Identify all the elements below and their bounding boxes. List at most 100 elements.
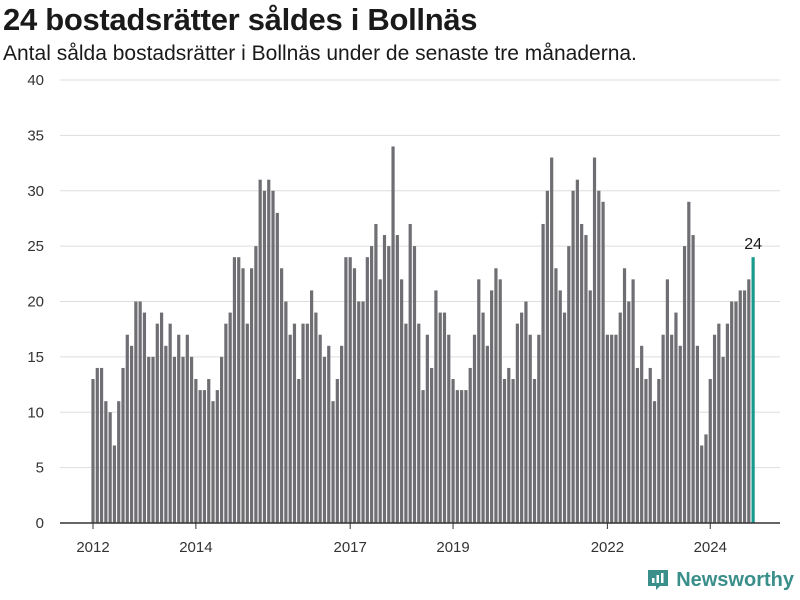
bar [211, 401, 215, 523]
bar [528, 334, 532, 523]
bar [494, 268, 498, 523]
bar [721, 356, 725, 524]
y-tick-label: 35 [27, 127, 44, 144]
bar [640, 345, 644, 523]
bar [610, 334, 614, 523]
bar [468, 367, 472, 523]
y-tick-label: 25 [27, 238, 44, 255]
bar [104, 401, 108, 523]
bar [327, 345, 331, 523]
bar [198, 390, 202, 523]
bar [682, 246, 687, 524]
bar [584, 235, 588, 524]
bar [245, 323, 249, 523]
bar [310, 290, 314, 523]
bar [352, 268, 357, 523]
bar [652, 401, 657, 523]
bar [442, 312, 447, 523]
bar [387, 246, 391, 524]
bar [254, 246, 258, 524]
bar [404, 323, 408, 523]
bar [430, 367, 434, 523]
bar [524, 301, 528, 523]
bar [117, 401, 121, 523]
bar [580, 223, 584, 523]
y-tick-label: 20 [27, 294, 44, 311]
bar [241, 268, 245, 523]
bar [284, 301, 288, 523]
bar [545, 190, 549, 523]
bar [734, 301, 738, 523]
bar [280, 268, 284, 523]
bar [691, 235, 695, 524]
y-tick-label: 30 [27, 183, 44, 200]
bar [95, 367, 99, 523]
bar [717, 323, 721, 523]
bars [91, 146, 755, 524]
bar [700, 445, 704, 523]
bar [567, 246, 571, 524]
bar [134, 301, 138, 523]
bar [592, 157, 597, 523]
chart-title: 24 bostadsrätter såldes i Bollnäs [3, 2, 478, 37]
bar [712, 334, 717, 523]
bar [112, 445, 117, 523]
bar [361, 301, 365, 523]
bar [168, 323, 172, 523]
bar [747, 279, 751, 523]
brand-name: Newsworthy [676, 568, 794, 591]
bar [635, 367, 639, 523]
bar [588, 290, 592, 523]
newsworthy-logo: Newsworthy [646, 568, 794, 592]
x-tick-label: 2012 [76, 539, 109, 556]
x-tick-label: 2022 [591, 539, 624, 556]
bar [434, 290, 438, 523]
bar [185, 334, 189, 523]
axes: 0 5 10 15 20 25 30 35 40 2012 2014 2017 2019 2022 2024 [27, 72, 780, 556]
bar [237, 257, 241, 523]
bar [121, 367, 125, 523]
bar [189, 356, 194, 524]
bar [151, 356, 155, 524]
bar [730, 301, 734, 523]
bar [412, 246, 417, 524]
bar [292, 323, 297, 523]
bar [618, 312, 622, 523]
bar [159, 312, 164, 523]
bar [438, 312, 442, 523]
x-tick-label: 2024 [694, 539, 727, 556]
data-label: 24 [744, 236, 762, 253]
bar [554, 268, 558, 523]
bar [460, 390, 464, 523]
bar [532, 379, 537, 523]
x-tick-label: 2017 [334, 539, 367, 556]
bar [348, 257, 352, 523]
bar [575, 179, 579, 523]
bar [738, 290, 742, 523]
bar [644, 379, 648, 523]
bar [507, 367, 511, 523]
y-tick-label: 40 [27, 72, 44, 89]
bar [695, 345, 699, 523]
bar [708, 379, 712, 523]
bar [357, 301, 361, 523]
bar [597, 190, 601, 523]
bar [365, 257, 369, 523]
bar [622, 268, 627, 523]
bar [515, 323, 519, 523]
bar [451, 379, 455, 523]
bar [601, 201, 605, 523]
bar [305, 323, 309, 523]
y-tick-label: 5 [36, 460, 44, 477]
bar [704, 434, 708, 523]
bar [742, 290, 747, 523]
bar [322, 356, 327, 524]
bar [340, 345, 344, 523]
bar [271, 190, 275, 523]
bar [331, 401, 335, 523]
bar [485, 345, 489, 523]
bar [99, 367, 104, 523]
bar [301, 323, 305, 523]
bar [138, 301, 142, 523]
bar [382, 235, 387, 524]
